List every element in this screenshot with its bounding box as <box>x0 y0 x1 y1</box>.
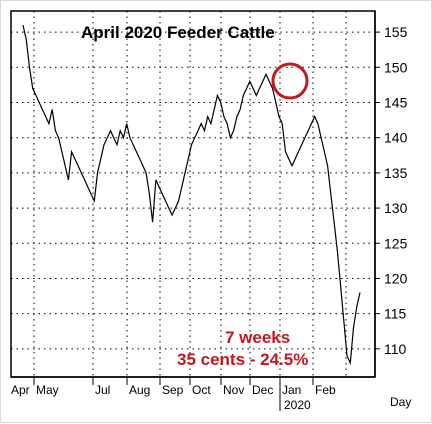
x-tick-label: Jan <box>282 383 301 397</box>
y-tick-label: 140 <box>384 130 408 146</box>
x-tick-label: Sep <box>162 383 184 397</box>
y-tick-label: 155 <box>384 24 408 40</box>
grid-lines <box>11 11 375 377</box>
peak-highlight-circle <box>271 62 309 100</box>
y-tick-label: 150 <box>384 59 408 75</box>
y-tick-label: 120 <box>384 270 408 286</box>
x-tick-label: Apr <box>11 383 30 397</box>
y-tick-label: 145 <box>384 95 408 111</box>
x-tick-label: Aug <box>129 383 150 397</box>
y-tick-label: 135 <box>384 165 408 181</box>
y-tick-label: 115 <box>384 306 407 322</box>
x-axis-unit-label: Day <box>390 395 411 409</box>
annotation-cents: 35 cents - 24.5% <box>177 350 308 369</box>
x-tick-label: Jul <box>95 383 110 397</box>
y-tick-label: 130 <box>384 200 408 216</box>
x-axis-ticks: Apr May Jul Aug Sep Oct Nov Dec Jan Feb <box>11 377 336 411</box>
x-tick-label: May <box>36 383 59 397</box>
x-tick-label: Dec <box>252 383 273 397</box>
x-tick-label: Feb <box>315 383 336 397</box>
annotation-weeks: 7 weeks <box>225 328 290 347</box>
chart-title: April 2020 Feeder Cattle <box>81 23 275 42</box>
x-secondary-label: 2020 <box>284 398 311 412</box>
x-tick-label: Nov <box>223 383 244 397</box>
x-tick-label: Oct <box>192 383 211 397</box>
plot-border <box>10 10 376 378</box>
y-tick-label: 125 <box>384 235 408 251</box>
y-tick-label: 110 <box>384 341 407 357</box>
y-axis-ticks: 110 115 120 125 130 135 140 145 150 155 <box>375 24 408 357</box>
price-series-line <box>22 24 361 366</box>
